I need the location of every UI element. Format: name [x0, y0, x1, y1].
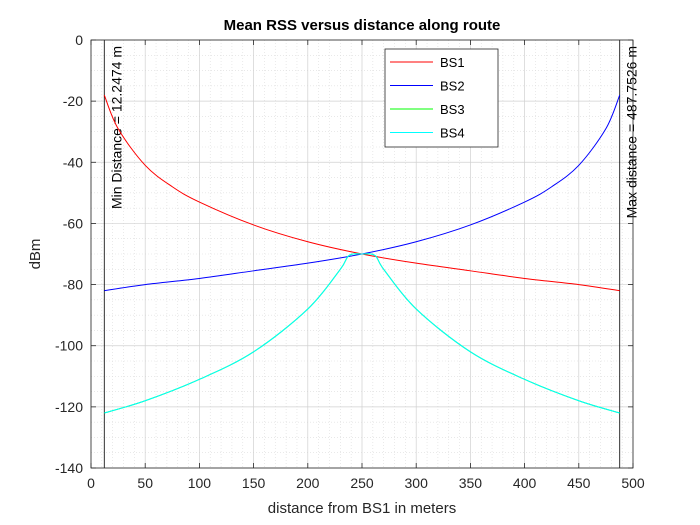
x-tick-label: 450: [567, 475, 591, 491]
x-tick-label: 150: [242, 475, 266, 491]
x-tick-label: 500: [621, 475, 645, 491]
x-tick-label: 400: [513, 475, 537, 491]
legend: BS1 BS2 BS3 BS4: [384, 48, 499, 148]
legend-label-bs1: BS1: [440, 55, 465, 70]
y-tick-label: -140: [55, 460, 83, 476]
series-line-bs2: [104, 94, 621, 292]
x-axis-label: distance from BS1 in meters: [268, 500, 456, 517]
x-tick-label: 0: [87, 475, 95, 491]
legend-label-bs2: BS2: [440, 79, 465, 94]
y-tick-label: 0: [75, 32, 83, 48]
y-tick-label: -80: [63, 277, 83, 293]
series-line-bs1: [103, 94, 620, 292]
min-distance-label: Min Distance = 12.2474 m: [108, 46, 124, 209]
y-tick-label: -100: [55, 338, 83, 354]
legend-box: [384, 48, 499, 148]
max-distance-label: Max distance = 487.7526 m: [624, 46, 640, 218]
series-lines: [103, 94, 621, 414]
x-axis-ticks: 0 50 100 150 200 250 300 350 400 450 500: [87, 40, 645, 491]
y-axis-label: dBm: [27, 239, 44, 270]
y-tick-label: -120: [55, 399, 83, 415]
legend-label-bs4: BS4: [440, 126, 465, 141]
chart-title: Mean RSS versus distance along route: [224, 17, 501, 34]
x-tick-label: 250: [350, 475, 374, 491]
x-tick-label: 200: [296, 475, 320, 491]
y-tick-label: -40: [63, 154, 83, 170]
x-tick-label: 50: [137, 475, 153, 491]
legend-label-bs3: BS3: [440, 102, 465, 117]
x-tick-label: 300: [405, 475, 429, 491]
reference-lines: Min Distance = 12.2474 m Max distance = 4…: [103, 40, 640, 468]
x-tick-label: 350: [459, 475, 483, 491]
series-line-bs4: [104, 253, 620, 414]
y-tick-label: -20: [63, 93, 83, 109]
y-axis-ticks: 0 -20 -40 -60 -80 -100 -120 -140: [55, 32, 633, 476]
y-tick-label: -60: [63, 215, 83, 231]
x-tick-label: 100: [188, 475, 212, 491]
